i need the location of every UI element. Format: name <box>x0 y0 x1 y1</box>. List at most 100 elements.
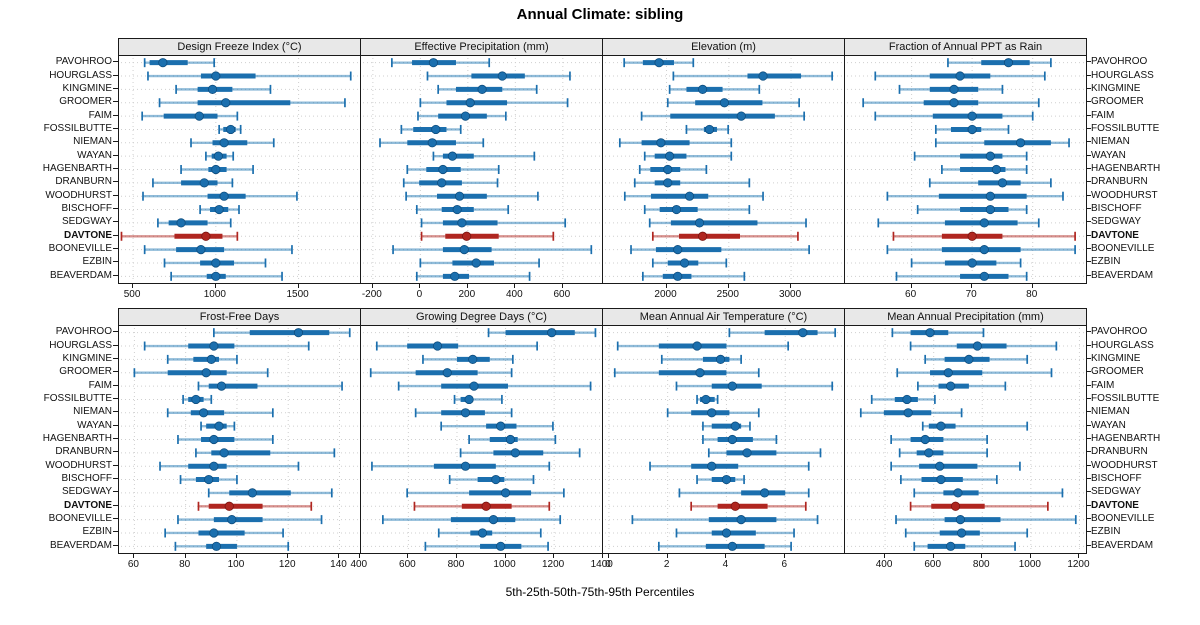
percentile-row-fossilbutte <box>696 394 719 405</box>
x-tick-mark <box>665 283 667 288</box>
station-label: BOONEVILLE <box>1091 513 1155 525</box>
x-tick-label: 600 <box>924 559 942 570</box>
percentile-row-fossilbutte <box>685 124 730 135</box>
station-label: WOODHURST <box>45 459 112 471</box>
percentile-row-booneville <box>143 245 293 255</box>
x-tick-label: 400 <box>875 559 893 570</box>
panel-body-effective-precipitation-mm <box>360 55 603 284</box>
panel-body-mean-annual-air-temperature-c <box>602 325 845 554</box>
percentile-row-beaverdam <box>913 541 1016 551</box>
percentile-row-kingmine <box>924 354 1029 364</box>
station-label: EZBIN <box>1091 526 1121 538</box>
percentile-row-hagenbarth <box>890 434 988 445</box>
row-tick <box>113 371 118 373</box>
percentile-row-pavohroo <box>728 328 837 338</box>
percentile-row-beaverdam <box>657 541 792 551</box>
percentile-row-wayan <box>913 151 1028 161</box>
station-label: WAYAN <box>77 419 112 431</box>
x-tick-mark <box>884 553 886 558</box>
panel-body-mean-annual-precipitation-mm <box>844 325 1087 554</box>
x-tick-label: 1400 <box>590 559 613 570</box>
percentile-row-kingmine <box>660 354 742 364</box>
percentile-row-bischoff <box>415 204 510 215</box>
row-tick <box>113 61 118 63</box>
station-label: SEDGWAY <box>1091 486 1142 498</box>
station-label: GROOMER <box>59 96 112 108</box>
station-label: WOODHURST <box>45 189 112 201</box>
percentile-row-woodhurst <box>405 191 539 201</box>
percentile-row-woodhurst <box>159 461 300 471</box>
percentile-row-dranburn <box>152 178 234 188</box>
row-tick <box>1086 491 1091 493</box>
x-tick-mark <box>1078 553 1080 558</box>
station-label: DAVTONE <box>64 229 112 241</box>
x-tick-mark <box>1029 553 1031 558</box>
x-tick-label: 600 <box>553 289 571 300</box>
station-label: BOONEVILLE <box>48 243 112 255</box>
x-tick-label: 60 <box>905 289 917 300</box>
percentile-row-fossilbutte <box>182 394 213 405</box>
percentile-row-ezbin <box>163 258 267 268</box>
percentile-row-groomer <box>862 98 1040 108</box>
percentile-row-bischoff <box>199 204 240 215</box>
percentile-row-faim <box>675 381 834 391</box>
row-tick <box>1086 371 1091 373</box>
station-label: BOONEVILLE <box>48 513 112 525</box>
chart-title: Annual Climate: sibling <box>516 6 684 23</box>
percentile-row-bischoff <box>916 204 1028 215</box>
percentile-row-booneville <box>392 245 593 255</box>
percentile-row-ezbin <box>904 528 1029 538</box>
percentile-row-dranburn <box>928 178 1052 188</box>
x-tick-mark <box>727 283 729 288</box>
percentile-row-kingmine <box>668 84 761 94</box>
row-tick <box>113 544 118 546</box>
percentile-row-kingmine <box>422 354 514 364</box>
percentile-row-hagenbarth <box>941 164 1028 175</box>
percentile-row-booneville <box>630 245 810 255</box>
percentile-row-faim <box>417 111 507 121</box>
percentile-row-ezbin <box>419 258 540 268</box>
station-label: FAIM <box>1091 109 1115 121</box>
station-label: WAYAN <box>1091 149 1126 161</box>
x-tick-mark <box>601 553 603 558</box>
percentile-row-ezbin <box>164 528 284 538</box>
row-tick <box>1086 451 1091 453</box>
row-tick <box>113 491 118 493</box>
station-label: HOURGLASS <box>49 339 112 351</box>
percentile-row-nieman <box>414 408 513 418</box>
x-tick-mark <box>132 283 134 288</box>
station-label: HAGENBARTH <box>1091 163 1161 174</box>
row-tick <box>113 464 118 466</box>
x-tick-label: -200 <box>361 289 382 300</box>
x-tick-mark <box>910 283 912 288</box>
percentile-row-davtone <box>413 501 551 511</box>
row-tick <box>113 397 118 399</box>
x-tick-mark <box>561 283 563 288</box>
percentile-row-fossilbutte <box>218 124 242 135</box>
percentile-row-booneville <box>177 515 323 525</box>
percentile-row-hagenbarth <box>702 434 778 445</box>
row-tick <box>113 438 118 439</box>
station-label: FOSSILBUTTE <box>1091 122 1160 134</box>
percentile-row-groomer <box>158 98 346 108</box>
percentile-row-hourglass <box>143 341 310 351</box>
x-tick-label: 800 <box>447 559 465 570</box>
x-tick-label: 140 <box>330 559 347 570</box>
panel-header-effective-precipitation: Effective Precipitation (mm) <box>360 38 603 56</box>
row-tick <box>1086 261 1091 263</box>
station-label: FOSSILBUTTE <box>43 122 112 134</box>
station-label: FAIM <box>88 379 112 391</box>
row-tick <box>1086 74 1091 76</box>
station-label: PAVOHROO <box>55 56 112 68</box>
row-tick <box>1086 464 1091 466</box>
percentile-row-beaverdam <box>415 271 531 281</box>
row-tick <box>1086 87 1091 89</box>
x-tick-label: 1000 <box>1018 559 1041 570</box>
x-tick-label: 60 <box>127 559 139 570</box>
percentile-row-hourglass <box>672 71 834 81</box>
x-tick-label: 2500 <box>716 289 739 300</box>
percentile-row-bischoff <box>643 204 751 215</box>
x-tick-label: 80 <box>179 559 191 570</box>
station-label: DRANBURN <box>55 446 112 458</box>
